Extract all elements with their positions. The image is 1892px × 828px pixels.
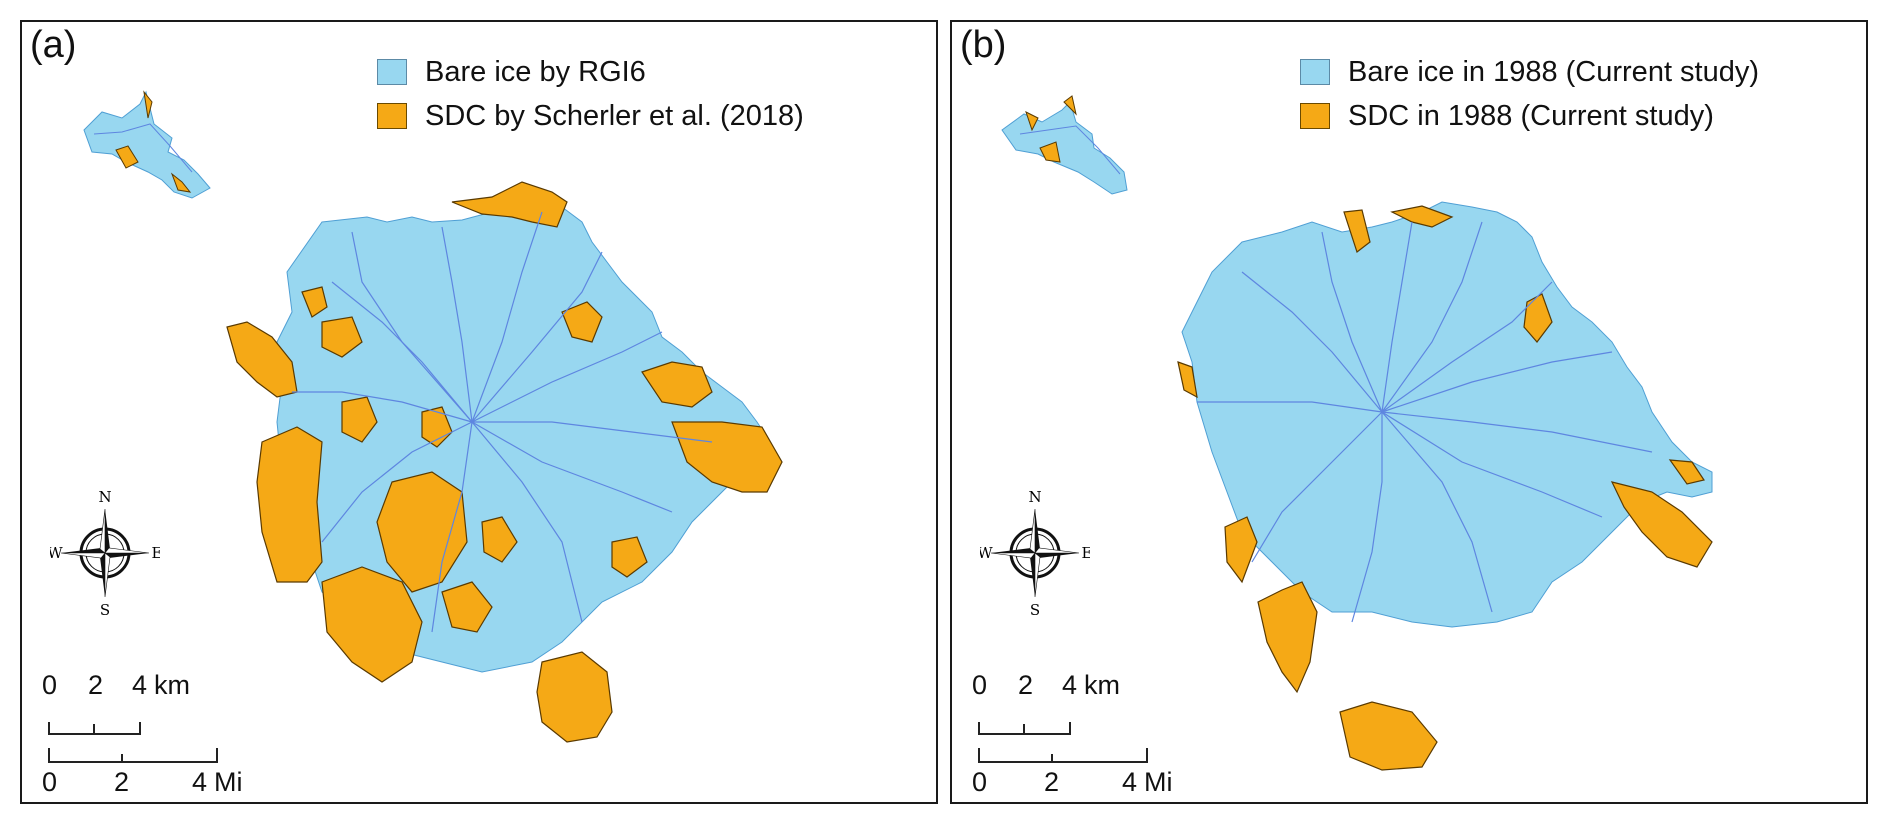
panel-label-b: (b) — [960, 24, 1007, 66]
legend-item-sdc-1988: SDC in 1988 (Current study) — [1300, 94, 1759, 138]
compass-s: S — [100, 601, 110, 617]
scale-km-0: 0 — [972, 670, 988, 700]
scale-km-0: 0 — [42, 670, 58, 700]
compass-e: E — [152, 544, 160, 562]
compass-rose-icon: N S E W — [50, 488, 160, 617]
flow-lines-b — [1197, 221, 1653, 623]
scale-mi-0: 0 — [972, 767, 988, 797]
panel-label-a: (a) — [30, 24, 77, 66]
panel-b: (b) Bare ice in 1988 (Current study) SDC… — [950, 20, 1868, 804]
compass-n: N — [1028, 488, 1041, 506]
scale-km-4: 4 — [1062, 670, 1078, 700]
scale-km-unit: km — [1084, 670, 1120, 700]
scale-mi-unit: Mi — [214, 767, 243, 797]
map-b — [1001, 95, 1713, 771]
compass-n: N — [98, 488, 111, 506]
legend-b: Bare ice in 1988 (Current study) SDC in … — [1300, 50, 1759, 138]
legend-swatch-sdc-1988 — [1300, 103, 1330, 129]
compass-w: W — [980, 544, 993, 562]
compass-s: S — [1030, 601, 1040, 617]
panel-a: (a) Bare ice by RGI6 SDC by Scherler et … — [20, 20, 938, 804]
nw-glacier-ice-b — [1001, 101, 1128, 195]
scale-mi-2: 2 — [1044, 767, 1060, 797]
scale-mi-4: 4 — [1122, 767, 1138, 797]
scale-km-2: 2 — [88, 670, 104, 700]
legend-label-bare-ice-1988: Bare ice in 1988 (Current study) — [1348, 55, 1760, 88]
scale-mi-4: 4 — [192, 767, 208, 797]
scale-km-2: 2 — [1018, 670, 1034, 700]
legend-label-sdc-1988: SDC in 1988 (Current study) — [1348, 99, 1714, 132]
nw-glacier-debris — [115, 90, 192, 193]
legend-label-sdc: SDC by Scherler et al. (2018) — [425, 99, 804, 132]
debris-patches-a — [226, 181, 783, 743]
legend-swatch-bare-ice-1988 — [1300, 59, 1330, 85]
map-a — [83, 90, 783, 743]
compass-w: W — [50, 544, 63, 562]
legend-swatch-sdc — [377, 103, 407, 129]
legend-item-sdc: SDC by Scherler et al. (2018) — [377, 94, 804, 138]
main-glacier-ice-b — [1181, 201, 1713, 628]
scale-mi-0: 0 — [42, 767, 58, 797]
scale-km-unit: km — [154, 670, 190, 700]
debris-patches-b — [1177, 205, 1713, 771]
legend-item-bare-ice: Bare ice by RGI6 — [377, 50, 804, 94]
scale-mi-unit: Mi — [1144, 767, 1173, 797]
legend-swatch-bare-ice — [377, 59, 407, 85]
compass-e: E — [1082, 544, 1090, 562]
legend-a: Bare ice by RGI6 SDC by Scherler et al. … — [377, 50, 804, 138]
scale-km-4: 4 — [132, 670, 148, 700]
nw-glacier-debris-b — [1025, 95, 1077, 163]
compass-rose-icon: N S E W — [980, 488, 1090, 617]
legend-label-bare-ice: Bare ice by RGI6 — [425, 55, 646, 88]
scale-mi-2: 2 — [114, 767, 130, 797]
scale-bar-b: 0 2 4 km 0 2 4 Mi — [972, 662, 1232, 802]
scale-bar-a: 0 2 4 km 0 2 4 Mi — [42, 662, 302, 802]
legend-item-bare-ice-1988: Bare ice in 1988 (Current study) — [1300, 50, 1759, 94]
flow-lines-a — [292, 211, 713, 633]
